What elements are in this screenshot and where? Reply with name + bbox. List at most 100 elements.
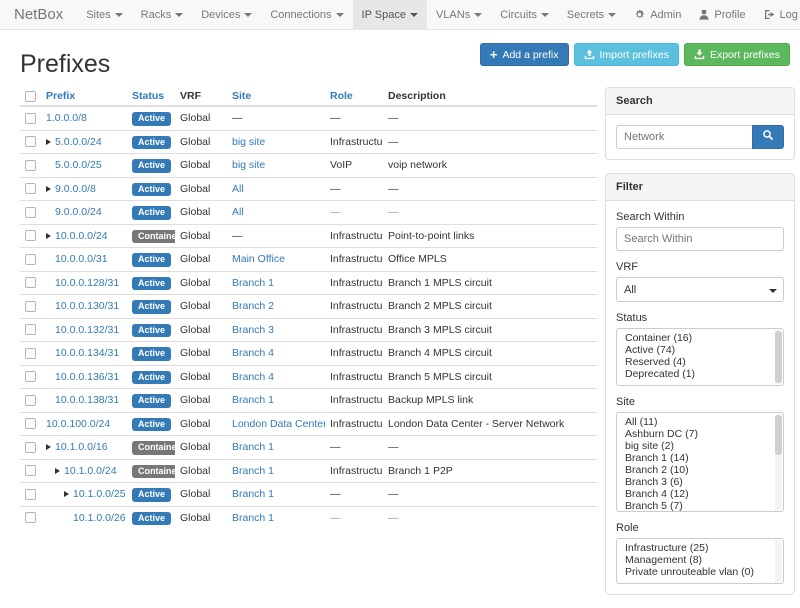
status-badge[interactable]: Active bbox=[132, 253, 172, 267]
status-option[interactable]: Reserved (4) bbox=[625, 356, 686, 368]
prefix-link[interactable]: 1.0.0.0/8 bbox=[46, 112, 87, 125]
search-submit-button[interactable] bbox=[752, 125, 784, 149]
status-badge[interactable]: Container bbox=[132, 441, 175, 455]
prefix-link[interactable]: 10.0.0.132/31 bbox=[55, 323, 120, 336]
search-input[interactable] bbox=[616, 125, 752, 149]
prefix-link[interactable]: 9.0.0.0/24 bbox=[55, 206, 102, 219]
row-checkbox[interactable] bbox=[25, 253, 36, 265]
row-checkbox[interactable] bbox=[25, 112, 36, 124]
nav-item-racks[interactable]: Racks bbox=[132, 0, 193, 29]
site-option[interactable]: big site (2) bbox=[625, 440, 675, 452]
prefix-link[interactable]: 10.0.100.0/24 bbox=[46, 417, 111, 430]
site-link[interactable]: Branch 1 bbox=[232, 511, 275, 524]
site-link[interactable]: Branch 1 bbox=[232, 441, 275, 454]
site-link[interactable]: Branch 2 bbox=[232, 300, 275, 313]
nav-item-vlans[interactable]: VLANs bbox=[427, 0, 491, 29]
site-link[interactable]: Branch 1 bbox=[232, 488, 275, 501]
site-link[interactable]: All bbox=[232, 182, 244, 195]
prefix-link[interactable]: 10.0.0.138/31 bbox=[55, 394, 120, 407]
status-badge[interactable]: Active bbox=[132, 276, 172, 290]
site-option[interactable]: Branch 2 (10) bbox=[625, 464, 689, 476]
row-checkbox[interactable] bbox=[25, 324, 36, 336]
status-option[interactable]: Container (16) bbox=[625, 332, 693, 344]
prefix-link[interactable]: 5.0.0.0/25 bbox=[55, 159, 102, 172]
nav-item-secrets[interactable]: Secrets bbox=[558, 0, 625, 29]
column-header-site[interactable]: Site bbox=[227, 87, 325, 107]
row-checkbox[interactable] bbox=[25, 394, 36, 406]
status-badge[interactable]: Active bbox=[132, 488, 172, 502]
site-link[interactable]: big site bbox=[232, 159, 266, 172]
status-badge[interactable]: Active bbox=[132, 300, 172, 314]
column-header-prefix[interactable]: Prefix bbox=[41, 87, 127, 107]
site-option[interactable]: Ashburn DC (7) bbox=[625, 428, 698, 440]
nav-item-connections[interactable]: Connections bbox=[261, 0, 352, 29]
prefix-link[interactable]: 9.0.0.0/8 bbox=[55, 182, 96, 195]
row-checkbox[interactable] bbox=[25, 371, 36, 383]
status-badge[interactable]: Active bbox=[132, 347, 172, 361]
row-checkbox[interactable] bbox=[25, 300, 36, 312]
role-option[interactable]: Infrastructure (25) bbox=[625, 542, 709, 554]
prefix-link[interactable]: 10.0.0.128/31 bbox=[55, 276, 120, 289]
site-option[interactable]: Branch 1 (14) bbox=[625, 452, 689, 464]
status-badge[interactable]: Active bbox=[132, 370, 172, 384]
row-checkbox[interactable] bbox=[25, 230, 36, 242]
site-link[interactable]: Branch 4 bbox=[232, 347, 275, 360]
role-option[interactable]: Management (8) bbox=[625, 554, 703, 566]
nav-item-log-out[interactable]: Log out bbox=[755, 0, 800, 29]
row-checkbox[interactable] bbox=[25, 441, 36, 453]
row-checkbox[interactable] bbox=[25, 512, 36, 524]
row-checkbox[interactable] bbox=[25, 347, 36, 359]
row-checkbox[interactable] bbox=[25, 136, 36, 148]
prefix-link[interactable]: 10.0.0.130/31 bbox=[55, 300, 120, 313]
site-link[interactable]: London Data Center bbox=[232, 417, 325, 430]
row-checkbox[interactable] bbox=[25, 465, 36, 477]
status-badge[interactable]: Container bbox=[132, 229, 175, 243]
status-badge[interactable]: Active bbox=[132, 159, 172, 173]
prefix-link[interactable]: 10.0.0.0/31 bbox=[55, 253, 108, 266]
row-checkbox[interactable] bbox=[25, 418, 36, 430]
status-badge[interactable]: Active bbox=[132, 206, 172, 220]
site-link[interactable]: Branch 1 bbox=[232, 464, 275, 477]
prefix-link[interactable]: 10.1.0.0/25 bbox=[73, 488, 126, 501]
status-badge[interactable]: Active bbox=[132, 112, 172, 126]
prefix-link[interactable]: 5.0.0.0/24 bbox=[55, 135, 102, 148]
prefix-link[interactable]: 10.1.0.0/26 bbox=[73, 511, 126, 524]
export-prefixes-button[interactable]: Export prefixes bbox=[683, 43, 790, 66]
status-badge[interactable]: Active bbox=[132, 323, 172, 337]
site-option[interactable]: All (11) bbox=[625, 416, 658, 428]
prefix-link[interactable]: 10.0.0.136/31 bbox=[55, 370, 120, 383]
search-within-input[interactable] bbox=[616, 227, 784, 251]
site-link[interactable]: Branch 4 bbox=[232, 370, 275, 383]
brand-link[interactable]: NetBox bbox=[14, 6, 64, 23]
row-checkbox[interactable] bbox=[25, 206, 36, 218]
nav-item-profile[interactable]: Profile bbox=[690, 0, 754, 29]
site-link[interactable]: big site bbox=[232, 135, 266, 148]
site-link[interactable]: Main Office bbox=[232, 253, 285, 266]
site-option[interactable]: Branch 3 (6) bbox=[625, 476, 683, 488]
select-all-checkbox[interactable] bbox=[25, 90, 36, 102]
status-scrollbar-thumb[interactable] bbox=[775, 331, 782, 383]
vrf-select[interactable]: All bbox=[616, 277, 784, 302]
status-badge[interactable]: Active bbox=[132, 511, 172, 525]
row-checkbox[interactable] bbox=[25, 183, 36, 195]
status-option[interactable]: Active (74) bbox=[625, 344, 676, 356]
status-badge[interactable]: Container bbox=[132, 464, 175, 478]
nav-item-ip-space[interactable]: IP Space bbox=[352, 0, 427, 29]
row-checkbox[interactable] bbox=[25, 277, 36, 289]
nav-item-devices[interactable]: Devices bbox=[192, 0, 261, 29]
nav-item-circuits[interactable]: Circuits bbox=[491, 0, 558, 29]
status-option[interactable]: Deprecated (1) bbox=[625, 368, 696, 380]
role-option[interactable]: Private unrouteable vlan (0) bbox=[625, 566, 754, 578]
column-header-role[interactable]: Role bbox=[325, 87, 383, 107]
site-link[interactable]: All bbox=[232, 206, 244, 219]
site-option[interactable]: Branch 5 (7) bbox=[625, 500, 683, 512]
site-scrollbar-thumb[interactable] bbox=[775, 415, 782, 455]
prefix-link[interactable]: 10.0.0.134/31 bbox=[55, 347, 120, 360]
status-badge[interactable]: Active bbox=[132, 417, 172, 431]
prefix-link[interactable]: 10.0.0.0/24 bbox=[55, 229, 108, 242]
nav-item-sites[interactable]: Sites bbox=[77, 0, 131, 29]
status-badge[interactable]: Active bbox=[132, 182, 172, 196]
row-checkbox[interactable] bbox=[25, 488, 36, 500]
site-option[interactable]: Branch 4 (12) bbox=[625, 488, 689, 500]
site-link[interactable]: Branch 3 bbox=[232, 323, 275, 336]
